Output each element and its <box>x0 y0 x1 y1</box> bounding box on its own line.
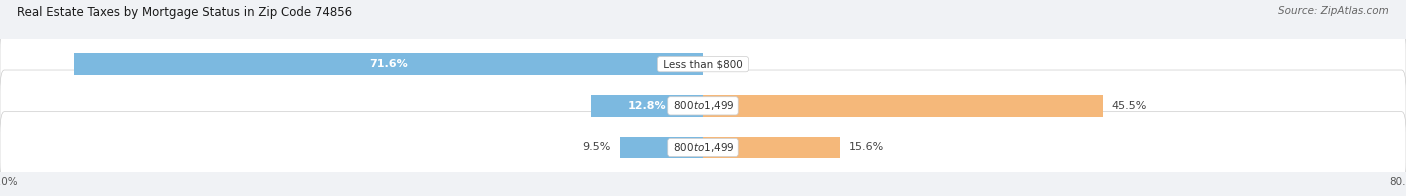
Text: $800 to $1,499: $800 to $1,499 <box>671 99 735 112</box>
Text: $800 to $1,499: $800 to $1,499 <box>671 141 735 154</box>
Bar <box>591 95 703 117</box>
Text: Real Estate Taxes by Mortgage Status in Zip Code 74856: Real Estate Taxes by Mortgage Status in … <box>17 6 352 19</box>
Text: 71.6%: 71.6% <box>368 59 408 69</box>
Text: 45.5%: 45.5% <box>1112 101 1147 111</box>
Text: 12.8%: 12.8% <box>627 101 666 111</box>
Bar <box>703 137 841 158</box>
Text: Source: ZipAtlas.com: Source: ZipAtlas.com <box>1278 6 1389 16</box>
FancyBboxPatch shape <box>0 28 1406 100</box>
Text: 15.6%: 15.6% <box>849 142 884 152</box>
Text: 9.5%: 9.5% <box>582 142 610 152</box>
Bar <box>703 95 1102 117</box>
Text: 0.0%: 0.0% <box>711 59 740 69</box>
FancyBboxPatch shape <box>0 112 1406 183</box>
FancyBboxPatch shape <box>0 70 1406 142</box>
Bar <box>620 137 703 158</box>
Bar <box>75 53 703 75</box>
Text: Less than $800: Less than $800 <box>659 59 747 69</box>
